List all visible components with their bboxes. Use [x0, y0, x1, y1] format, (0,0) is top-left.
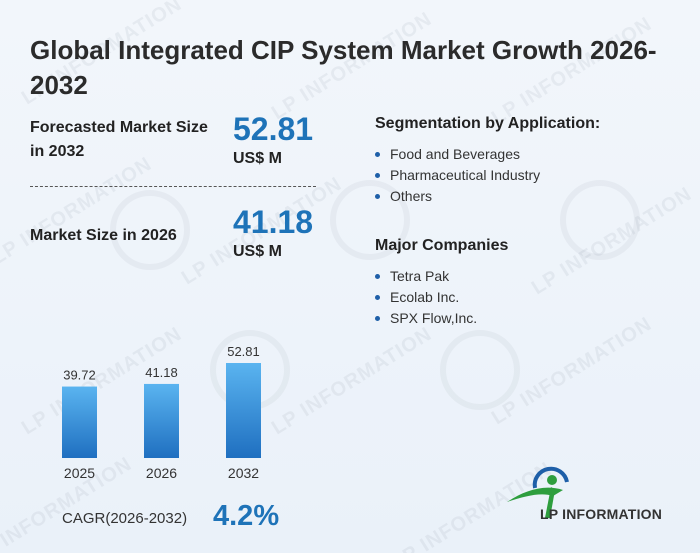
data-label-2025: 39.72 — [63, 368, 96, 383]
brand-dot-icon — [547, 475, 557, 485]
x-tick-label-2025: 2025 — [64, 465, 95, 481]
segment-label: Pharmaceutical Industry — [390, 167, 541, 183]
segmentation-title: Segmentation by Application: — [375, 115, 601, 132]
forecast-unit: US$ M — [233, 150, 282, 167]
segmentation-list: Food and Beverages Pharmaceutical Indust… — [375, 144, 540, 207]
brand-arc-icon — [532, 466, 569, 489]
page-title: Global Integrated CIP System Market Grow… — [30, 35, 657, 100]
bullet-icon — [375, 295, 380, 300]
bullet-icon — [375, 194, 380, 199]
bar-chart: 39.72 2025 41.18 2026 52.81 2032 — [62, 344, 261, 481]
data-label-2026: 41.18 — [145, 365, 178, 380]
current-label: Market Size in 2026 — [30, 227, 177, 244]
segment-label: Others — [390, 188, 433, 204]
watermark: LP INFORMATION — [0, 152, 156, 270]
current-value: 41.18 — [233, 204, 314, 240]
cagr-label: CAGR(2026-2032) — [62, 510, 188, 527]
list-item: Others — [375, 186, 540, 207]
list-item: SPX Flow,Inc. — [375, 308, 477, 329]
bullet-icon — [375, 316, 380, 321]
company-label: Ecolab Inc. — [390, 289, 460, 305]
watermark-logo — [560, 180, 640, 260]
cagr-value: 4.2% — [213, 500, 280, 532]
list-item: Tetra Pak — [375, 266, 477, 287]
bullet-icon — [375, 152, 380, 157]
x-tick-label-2032: 2032 — [228, 465, 259, 481]
bar-2025 — [62, 386, 97, 458]
bullet-icon — [375, 274, 380, 279]
brand-swoosh-icon — [507, 487, 563, 502]
bar-2026 — [144, 383, 179, 458]
brand-logo — [507, 466, 569, 518]
data-label-2032: 52.81 — [227, 344, 260, 359]
list-item: Food and Beverages — [375, 144, 540, 165]
bullet-icon — [375, 173, 380, 178]
x-tick-label-2026: 2026 — [146, 465, 177, 481]
current-unit: US$ M — [233, 243, 282, 260]
watermark-logo — [440, 330, 520, 410]
watermark: LP INFORMATION — [487, 312, 656, 430]
watermark: LP INFORMATION — [527, 182, 696, 300]
divider — [30, 186, 316, 187]
company-label: SPX Flow,Inc. — [390, 310, 478, 326]
companies-list: Tetra Pak Ecolab Inc. SPX Flow,Inc. — [375, 266, 477, 329]
bar-2032 — [226, 363, 261, 458]
company-label: Tetra Pak — [390, 268, 450, 284]
brand-name: LP INFORMATION — [540, 506, 663, 522]
forecast-value: 52.81 — [233, 111, 314, 147]
companies-title: Major Companies — [375, 237, 509, 254]
brand-figure-icon — [545, 487, 555, 518]
list-item: Pharmaceutical Industry — [375, 165, 540, 186]
list-item: Ecolab Inc. — [375, 287, 477, 308]
forecast-label: Forecasted Market Size in 2032 — [30, 119, 208, 160]
segment-label: Food and Beverages — [390, 146, 520, 162]
